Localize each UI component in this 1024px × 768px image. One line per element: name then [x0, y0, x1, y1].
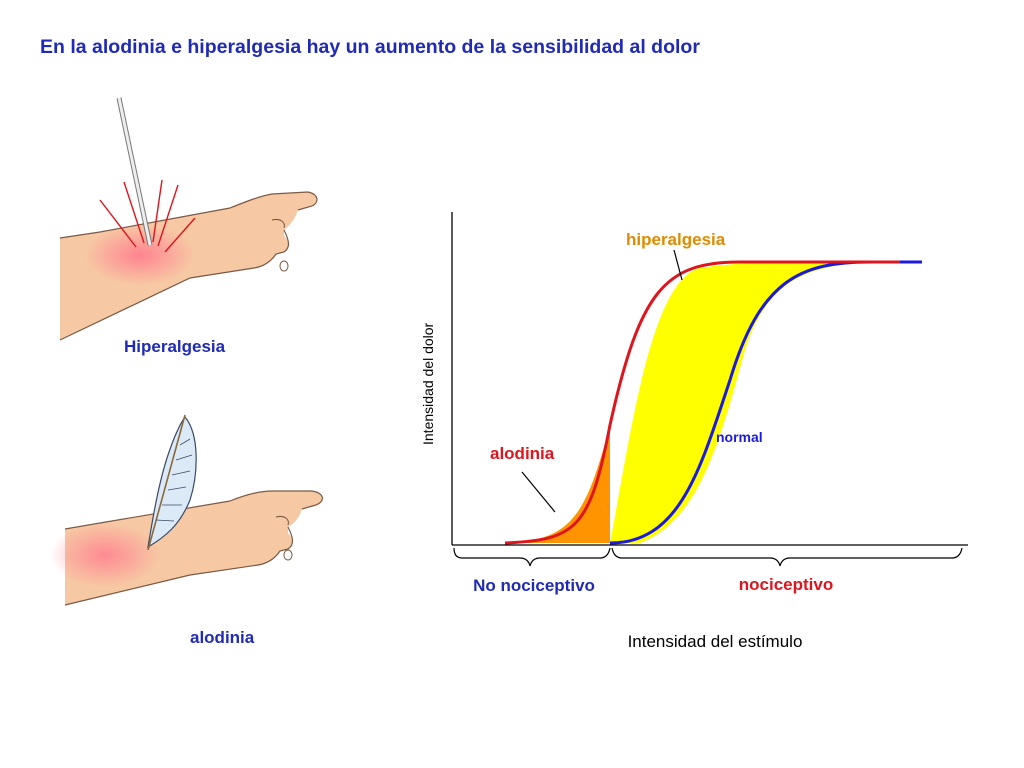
allodynia-fill-region: [505, 425, 610, 543]
y-axis-label: Intensidad del dolor: [420, 322, 436, 445]
allodynia-arm-illustration: [50, 414, 323, 606]
allodynia-pointer: [521, 471, 556, 513]
normal-curve-label: normal: [716, 429, 763, 445]
allodynia-curve-label: alodinia: [490, 444, 555, 463]
needle-icon: [116, 97, 153, 246]
hyperalgesia-pointer: [673, 249, 683, 281]
non-nociceptive-brace: [453, 547, 611, 567]
feather-icon: [147, 414, 197, 551]
hyperalgesia-caption: Hiperalgesia: [124, 337, 226, 356]
slide-title: En la alodinia e hiperalgesia hay un aum…: [40, 36, 700, 58]
x-axis-label: Intensidad del estímulo: [628, 632, 803, 651]
nociceptive-brace: [611, 547, 963, 567]
pain-sensitivity-graph: Intensidad del dolor Intensidad del estí…: [420, 212, 968, 651]
sore-area: [85, 225, 195, 285]
hyperalgesia-fill-region: [610, 261, 900, 543]
hyperalgesia-curve: [504, 260, 900, 545]
allodynia-caption: alodinia: [190, 628, 255, 647]
hyperalgesia-arm-illustration: [59, 97, 318, 341]
fingernail: [283, 549, 293, 561]
pain-rays-icon: [99, 179, 196, 253]
sore-area: [50, 523, 160, 587]
normal-curve: [609, 260, 922, 545]
nociceptive-label: nociceptivo: [739, 575, 833, 594]
fingernail: [279, 260, 289, 272]
hyperalgesia-curve-label: hiperalgesia: [626, 230, 726, 249]
non-nociceptive-label: No nociceptivo: [473, 576, 595, 595]
